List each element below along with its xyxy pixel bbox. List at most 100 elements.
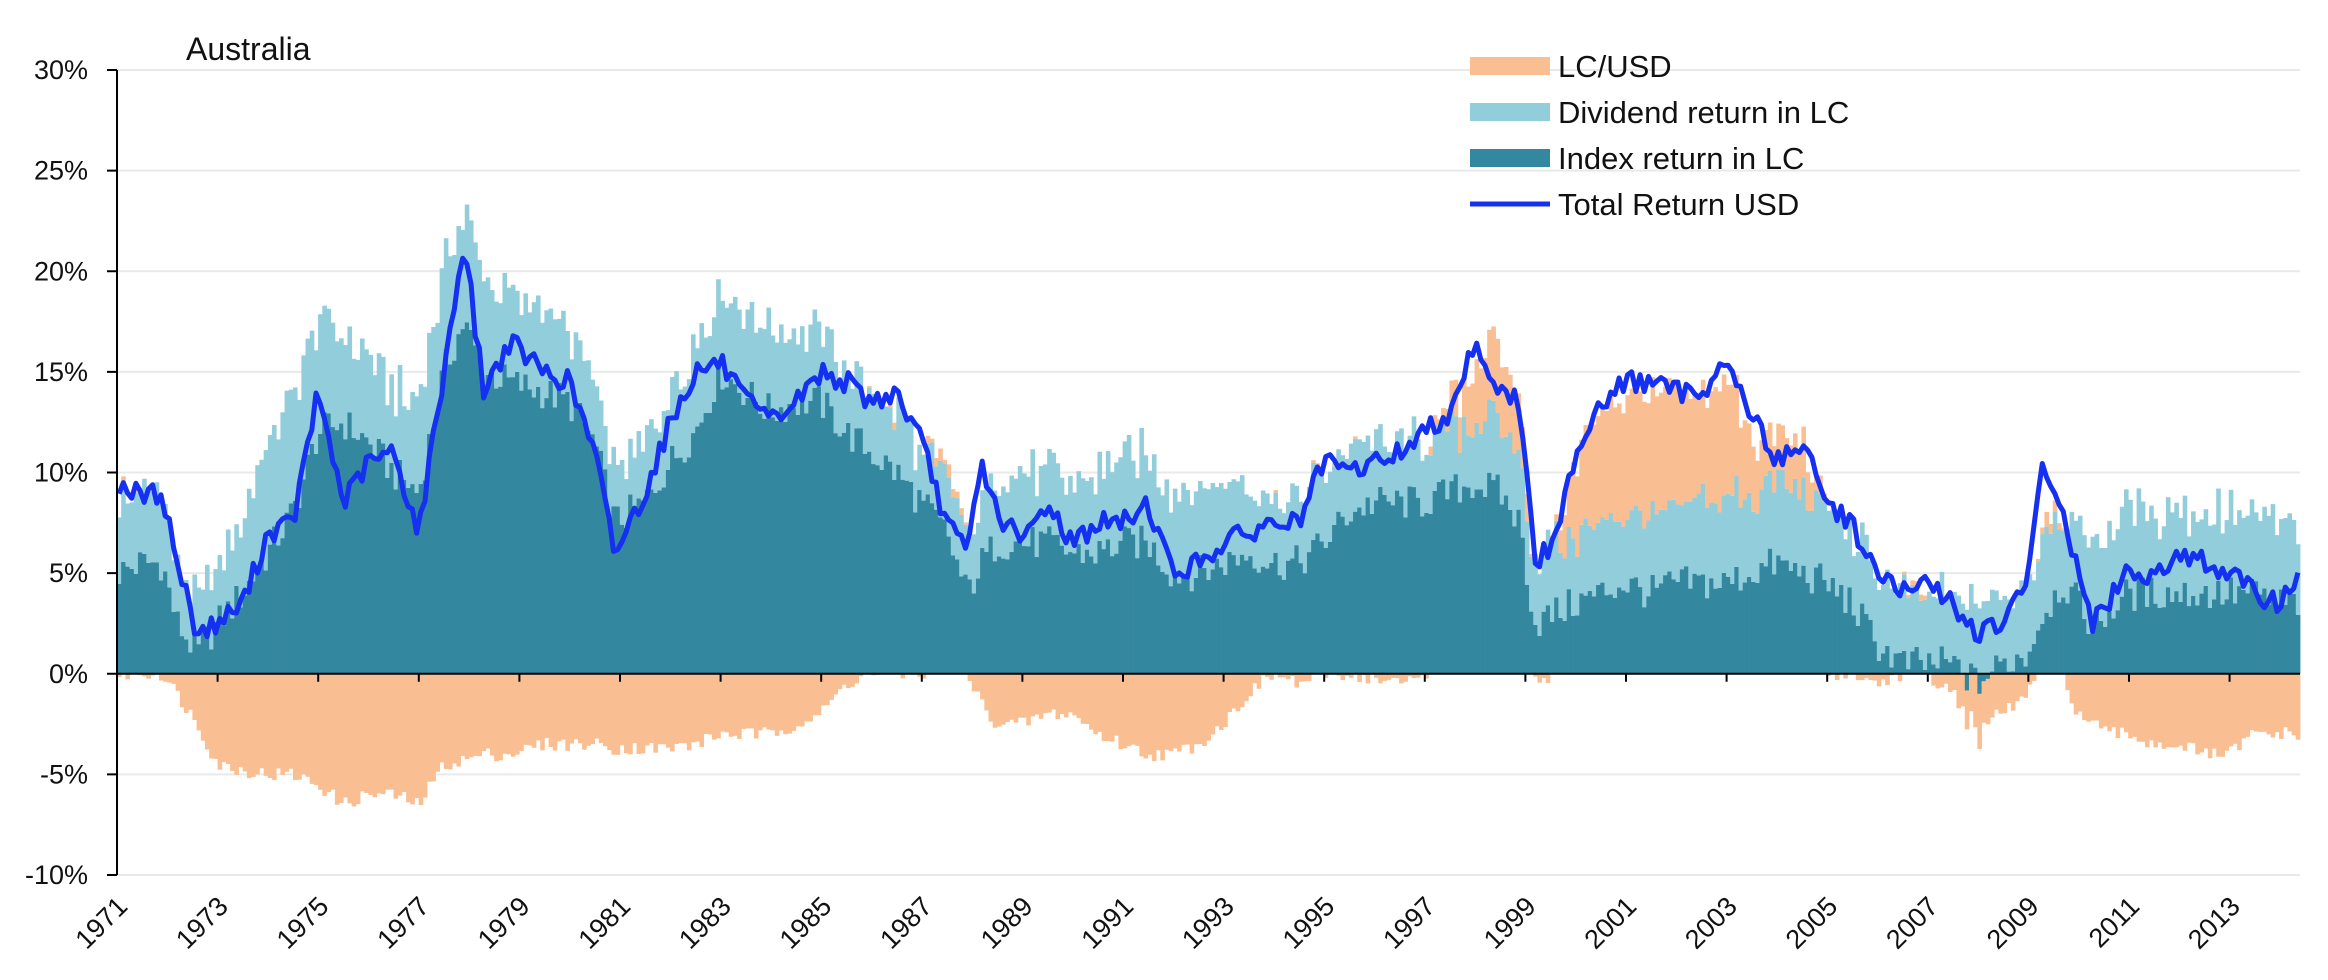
bar-dividend-return bbox=[846, 371, 851, 423]
bar-lc-usd bbox=[1353, 436, 1358, 439]
bar-dividend-return bbox=[481, 281, 487, 385]
bar-index-return bbox=[2249, 578, 2255, 674]
bar-index-return bbox=[1218, 567, 1224, 674]
bar-dividend-return bbox=[1537, 574, 1543, 636]
bar-dividend-return bbox=[255, 465, 260, 574]
bar-lc-usd bbox=[297, 673, 302, 780]
bar-lc-usd bbox=[1269, 673, 1274, 680]
bar-index-return bbox=[1147, 556, 1153, 674]
bar-lc-usd bbox=[984, 673, 989, 711]
bar-dividend-return bbox=[967, 537, 973, 580]
bar-lc-usd bbox=[1956, 673, 1962, 709]
bar-index-return bbox=[246, 580, 252, 674]
bar-lc-usd bbox=[393, 673, 399, 799]
bar-index-return bbox=[2266, 604, 2272, 674]
bar-index-return bbox=[230, 618, 235, 674]
bar-dividend-return bbox=[1491, 400, 1496, 481]
bar-index-return bbox=[1813, 567, 1819, 674]
bar-dividend-return bbox=[1805, 510, 1811, 583]
legend-label-dividend: Dividend return in LC bbox=[1558, 95, 1849, 130]
bar-index-return bbox=[1738, 590, 1744, 674]
bar-lc-usd bbox=[737, 673, 742, 739]
bar-index-return bbox=[1839, 584, 1844, 674]
bar-lc-usd bbox=[1705, 408, 1710, 508]
bar-index-return bbox=[975, 578, 981, 674]
bar-lc-usd bbox=[1034, 673, 1040, 715]
bar-lc-usd bbox=[2262, 673, 2267, 732]
bar-dividend-return bbox=[1608, 513, 1614, 595]
bar-dividend-return bbox=[1181, 482, 1186, 575]
bar-dividend-return bbox=[1587, 525, 1593, 591]
bar-lc-usd bbox=[1797, 449, 1802, 500]
bar-lc-usd bbox=[1143, 673, 1149, 759]
bar-index-return bbox=[2061, 597, 2066, 674]
bar-index-return bbox=[2136, 577, 2142, 674]
bar-lc-usd bbox=[121, 476, 126, 484]
bar-dividend-return bbox=[833, 361, 839, 434]
bar-index-return bbox=[942, 519, 948, 674]
bar-lc-usd bbox=[536, 673, 541, 741]
bar-lc-usd bbox=[2006, 673, 2012, 704]
bar-index-return bbox=[980, 548, 985, 674]
bar-lc-usd bbox=[812, 673, 818, 716]
bar-dividend-return bbox=[2077, 515, 2083, 591]
bar-dividend-return bbox=[1470, 437, 1475, 498]
bar-index-return bbox=[1591, 596, 1597, 674]
bar-lc-usd bbox=[556, 673, 562, 742]
bar-lc-usd bbox=[850, 673, 855, 687]
bar-index-return bbox=[1818, 563, 1823, 674]
bar-dividend-return bbox=[556, 318, 562, 384]
bar-index-return bbox=[921, 500, 927, 674]
bar-lc-usd bbox=[1684, 388, 1689, 503]
bar-index-return bbox=[825, 392, 830, 674]
bar-dividend-return bbox=[1030, 449, 1036, 528]
bar-dividend-return bbox=[1696, 493, 1702, 576]
bar-index-return bbox=[908, 482, 914, 674]
bar-lc-usd bbox=[1763, 430, 1769, 476]
bar-dividend-return bbox=[531, 302, 537, 398]
bar-dividend-return bbox=[762, 329, 767, 419]
bar-dividend-return bbox=[1637, 510, 1643, 588]
bar-lc-usd bbox=[1772, 446, 1777, 493]
bar-index-return bbox=[808, 400, 813, 674]
bar-index-return bbox=[1118, 540, 1123, 674]
bar-index-return bbox=[699, 422, 704, 674]
bar-index-return bbox=[1239, 554, 1245, 674]
bar-dividend-return bbox=[1001, 486, 1006, 559]
y-tick-labels: 30%25%20%15%10%5%0%-5%-10% bbox=[25, 55, 88, 890]
bar-dividend-return bbox=[2031, 580, 2037, 644]
bar-lc-usd bbox=[464, 673, 470, 760]
bar-dividend-return bbox=[2124, 489, 2129, 580]
bar-index-return bbox=[1436, 481, 1442, 674]
bar-index-return bbox=[1755, 582, 1760, 674]
bar-lc-usd bbox=[2228, 673, 2234, 747]
bar-lc-usd bbox=[255, 673, 260, 775]
bar-index-return bbox=[820, 417, 826, 674]
x-tick-label: 1973 bbox=[170, 891, 234, 955]
bar-index-return bbox=[1365, 497, 1371, 674]
bar-dividend-return bbox=[1265, 493, 1270, 569]
bar-dividend-return bbox=[225, 529, 231, 602]
bar-index-return bbox=[1684, 566, 1689, 674]
bar-dividend-return bbox=[1047, 448, 1052, 527]
bar-dividend-return bbox=[724, 307, 730, 388]
bar-dividend-return bbox=[2245, 515, 2251, 594]
bar-index-return bbox=[2199, 593, 2205, 674]
bar-index-return bbox=[1776, 555, 1781, 674]
bar-lc-usd bbox=[2232, 673, 2238, 744]
bar-dividend-return bbox=[1994, 590, 1999, 656]
bar-index-return bbox=[1529, 611, 1534, 674]
bar-dividend-return bbox=[1298, 501, 1304, 564]
bar-dividend-return bbox=[473, 242, 478, 346]
bar-index-return bbox=[2253, 581, 2259, 674]
bar-dividend-return bbox=[1562, 558, 1568, 621]
bar-lc-usd bbox=[2274, 673, 2280, 733]
x-tick-label: 1981 bbox=[573, 891, 637, 955]
bar-dividend-return bbox=[2161, 526, 2167, 608]
bar-dividend-return bbox=[2027, 574, 2033, 652]
bar-lc-usd bbox=[753, 673, 759, 739]
bar-dividend-return bbox=[850, 388, 855, 452]
x-tick-label: 1979 bbox=[472, 891, 536, 955]
bar-index-return bbox=[2182, 582, 2188, 674]
bar-index-return bbox=[1277, 575, 1283, 674]
